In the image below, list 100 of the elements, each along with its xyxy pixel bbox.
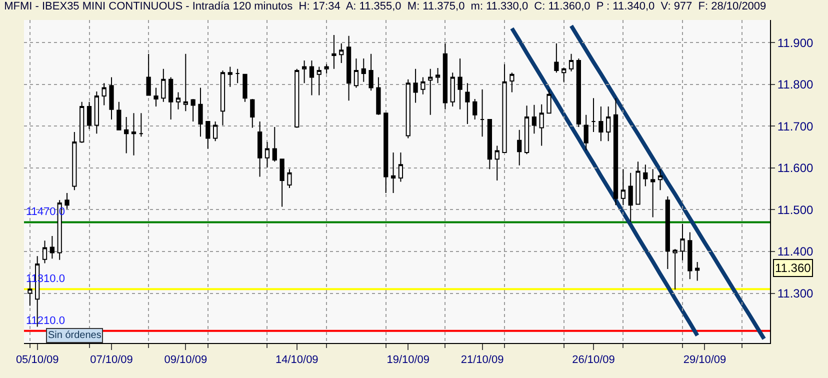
y-tick-label: 11.500 [777, 202, 814, 217]
candlestick [176, 92, 181, 110]
candlestick [406, 78, 410, 139]
candlestick [242, 74, 248, 102]
line-series [569, 24, 766, 341]
candlestick [695, 261, 700, 282]
candlestick [546, 88, 552, 114]
candlestick [672, 248, 678, 290]
candlestick [250, 98, 255, 128]
candlestick [183, 53, 188, 112]
candlestick [280, 158, 284, 208]
x-tick-label: 21/10/09 [460, 354, 504, 366]
candlestick [390, 152, 396, 194]
candlestick [154, 87, 158, 107]
candlestick [346, 35, 352, 102]
candlestick [131, 112, 136, 156]
x-tick-label: 19/10/09 [386, 354, 430, 366]
candlestick [494, 145, 500, 181]
candlestick [413, 68, 418, 104]
candlestick [420, 76, 426, 95]
candlestick [650, 168, 656, 218]
y-tick-label: 11.300 [777, 286, 814, 300]
candlestick [665, 196, 670, 270]
candlestick [316, 66, 322, 96]
candlestick [688, 232, 692, 280]
candlestick [562, 67, 566, 82]
candlestick [591, 98, 596, 132]
candlestick [102, 82, 106, 106]
candlestick [86, 101, 92, 130]
candlestick [576, 58, 581, 128]
candlestick [161, 68, 166, 102]
candlestick [450, 72, 455, 107]
x-tick-label: 09/10/09 [164, 354, 208, 366]
candlestick [643, 164, 648, 187]
candlestick [628, 172, 633, 222]
candlestick [568, 53, 574, 72]
candlestick [442, 42, 448, 110]
candlestick [517, 129, 522, 166]
candlestick [50, 236, 54, 260]
candlestick [658, 168, 663, 191]
candlestick [435, 68, 440, 84]
candlestick [332, 34, 336, 70]
candlestick [487, 118, 492, 170]
x-tick-label: 05/10/09 [16, 354, 59, 366]
candlestick [339, 42, 344, 64]
candlestick [354, 58, 359, 88]
candlestick [228, 66, 232, 88]
candlestick [384, 112, 388, 194]
candlestick [220, 70, 226, 126]
candlestick [368, 53, 374, 92]
candlestick [168, 76, 174, 120]
candlestick [116, 101, 122, 131]
candlestick [264, 142, 270, 168]
x-tick-label: 26/10/09 [572, 354, 615, 366]
candlestick [198, 87, 203, 138]
candlestick [72, 131, 77, 191]
y-tick-label: 11.800 [777, 78, 814, 92]
y-tick-label: 11.600 [777, 161, 814, 176]
candlestick [480, 88, 485, 138]
y-tick-label: 11.900 [777, 36, 814, 50]
candlestick [554, 42, 559, 74]
candlestick [94, 90, 99, 134]
candlestick [64, 192, 70, 210]
candlestick [80, 101, 84, 144]
y-tick-label: 11.700 [777, 119, 814, 134]
candlestick [613, 98, 618, 206]
candlestick [502, 64, 507, 153]
candlestick [309, 60, 314, 96]
candlestick [458, 58, 462, 110]
candlestick [138, 112, 144, 138]
candlestick [294, 68, 300, 128]
x-tick-label: 14/10/09 [275, 354, 318, 366]
candlestick [680, 223, 685, 261]
candlestick [465, 82, 470, 125]
y-tick-label: 11.400 [777, 244, 814, 259]
candlestick [258, 121, 262, 178]
candlestick [620, 168, 626, 206]
candlestick [428, 68, 433, 116]
chart-title: MFMI - IBEX35 MINI CONTINUOUS - Intradía 120 minutos H: 17:34 A: 11.355,0 M: 11.375,0 m: 11.330,0 C: 11.360,0 P : 11.340,0 V: 977 F: 28/10/2009 [4, 0, 766, 13]
candlestick [472, 98, 478, 120]
candlestick [302, 60, 307, 84]
candlestick [510, 72, 514, 93]
candlestick [584, 114, 588, 151]
text: 11.360 [775, 261, 812, 275]
candlestick [598, 106, 604, 142]
candlestick [398, 152, 404, 182]
annotation: Sin órdenes [48, 330, 102, 341]
x-tick-label: 07/10/09 [90, 354, 133, 366]
candlestick [606, 106, 611, 142]
candlestick [206, 121, 210, 150]
line-series [510, 26, 700, 338]
candlestick [539, 104, 544, 146]
x-tick-label: 29/10/09 [683, 354, 726, 366]
candlestick [42, 240, 48, 264]
candlestick [636, 161, 640, 205]
candlestick [109, 76, 114, 120]
candlestick [124, 116, 129, 154]
candlestick [235, 68, 240, 84]
candlestick [190, 98, 196, 122]
candlestick [532, 104, 536, 134]
